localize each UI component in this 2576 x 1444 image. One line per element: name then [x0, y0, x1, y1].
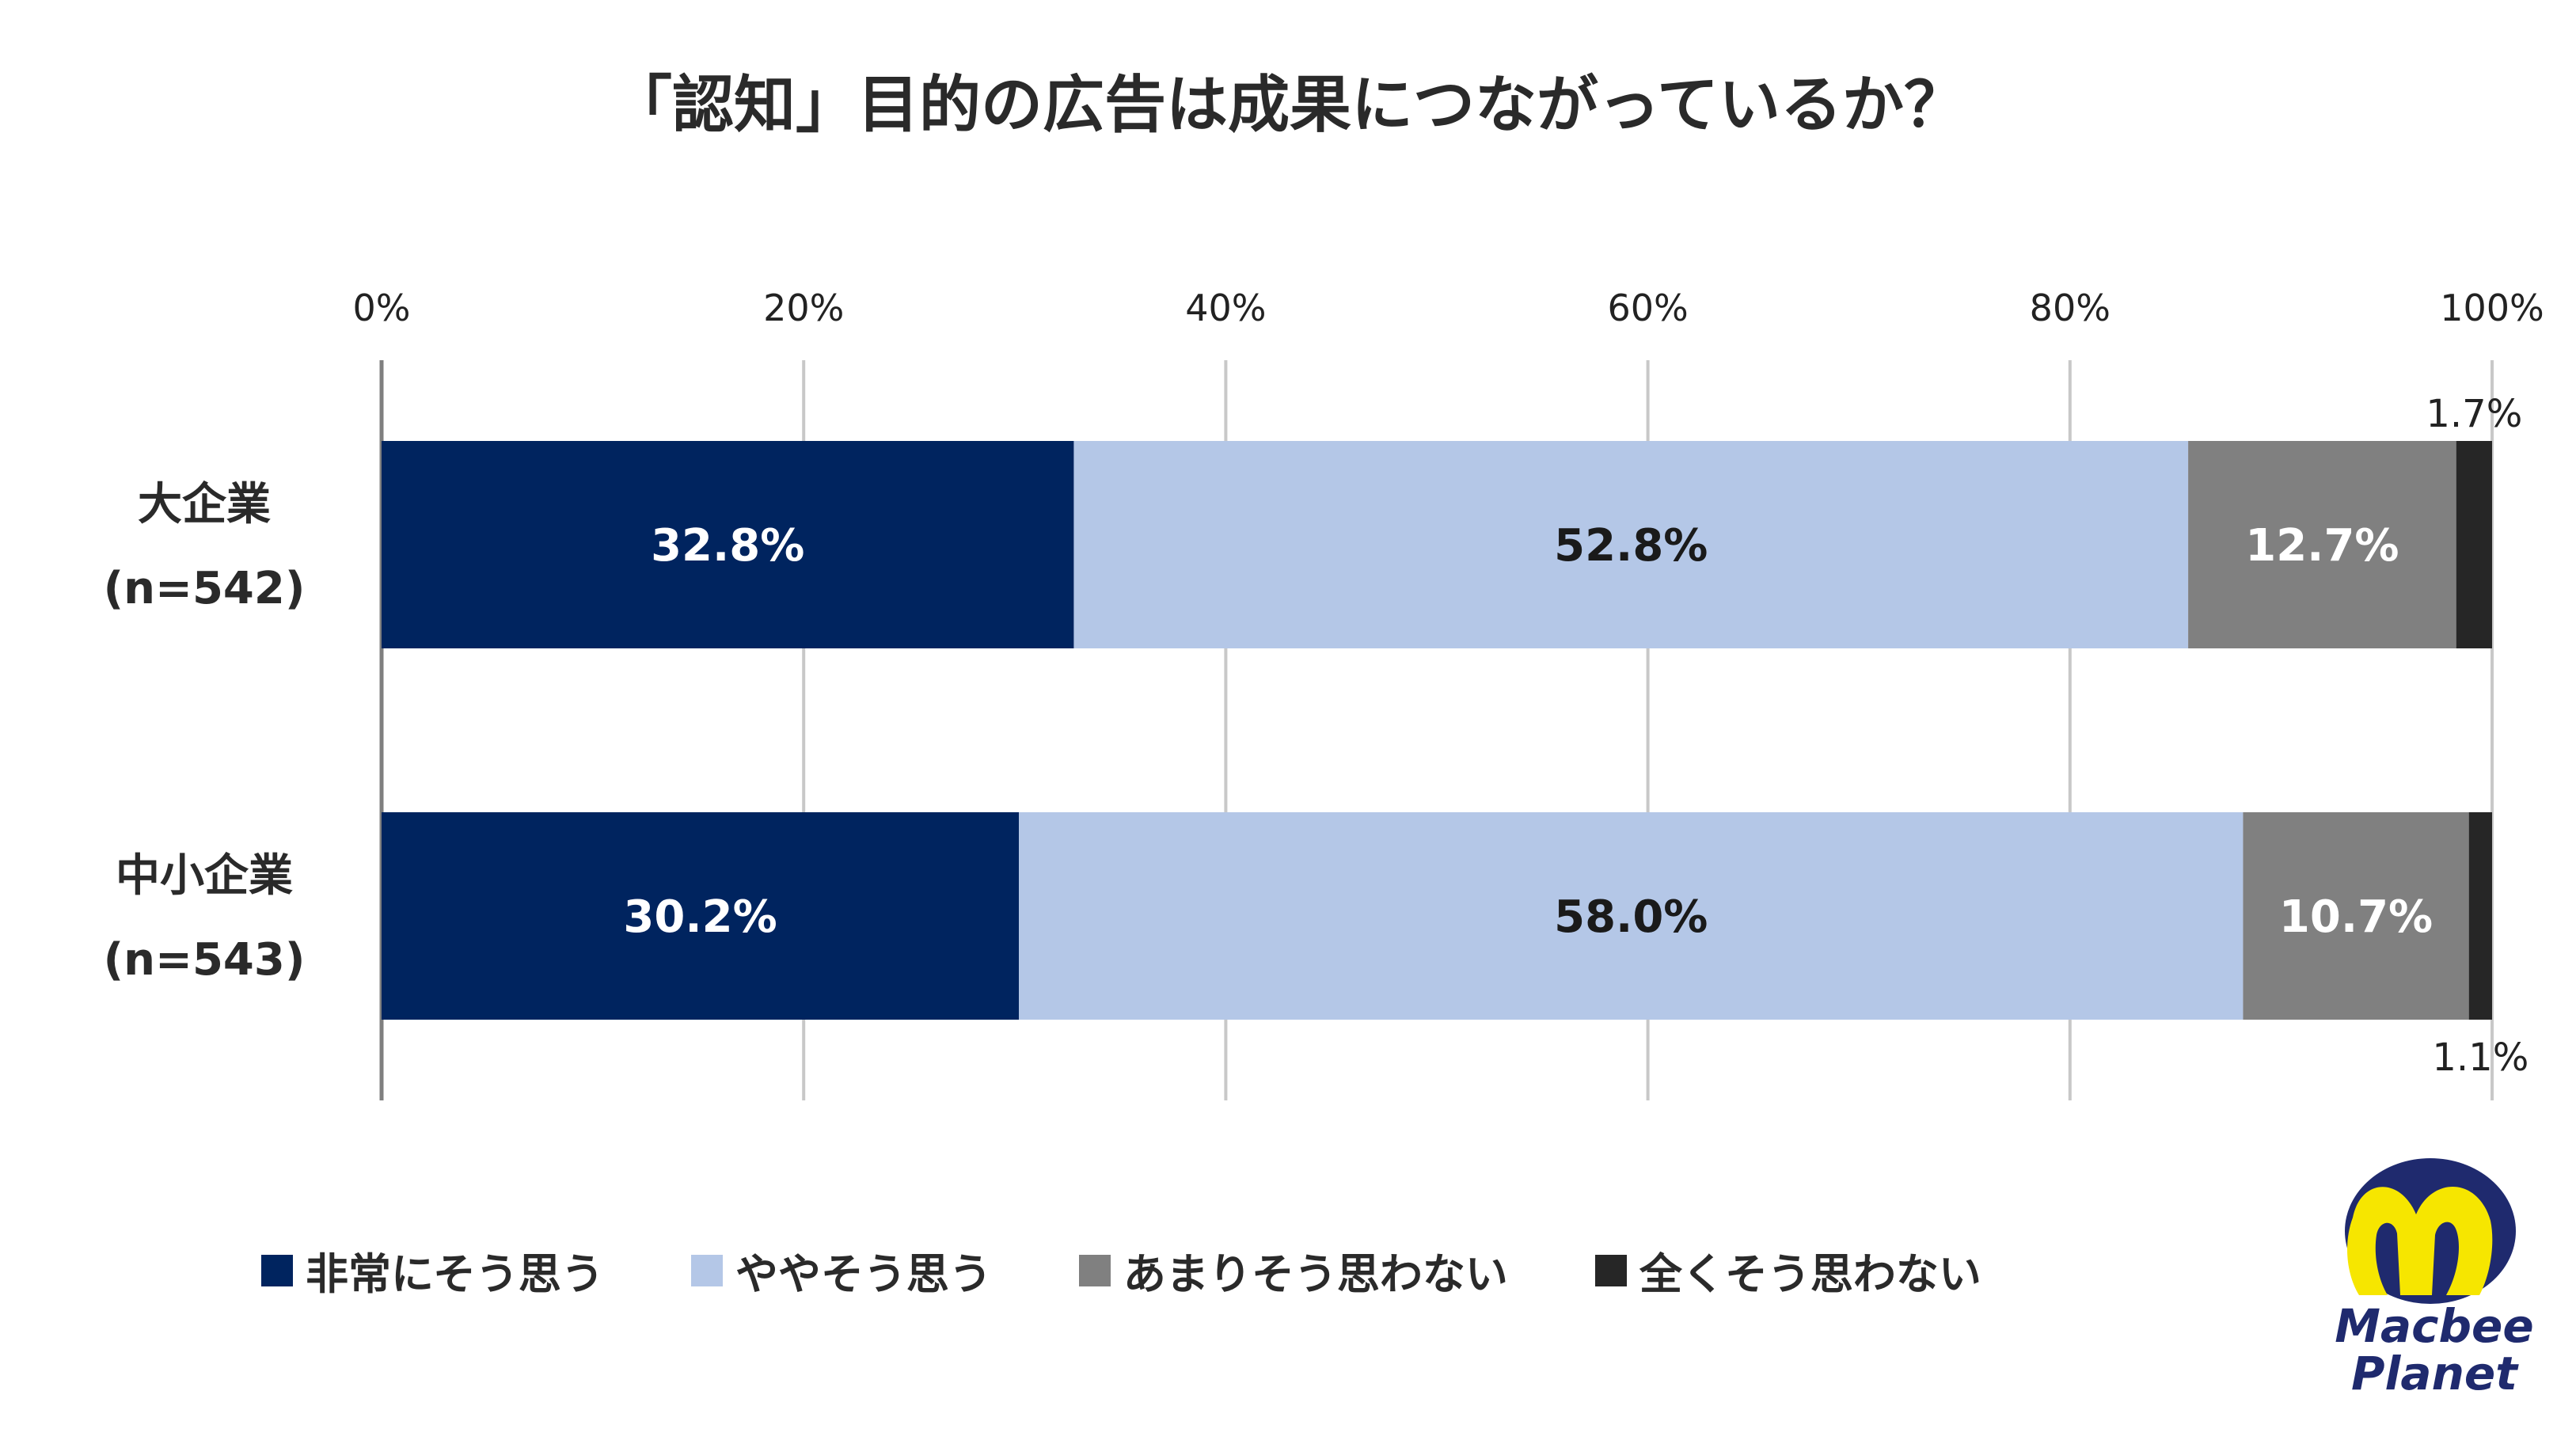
- legend-label: 全くそう思わない: [1639, 1249, 1981, 1299]
- bar-segment: [1019, 812, 2244, 1020]
- macbee-planet-logo: [2345, 1158, 2516, 1304]
- legend-label: ややそう思う: [735, 1249, 992, 1299]
- bar-segment: [382, 812, 1020, 1020]
- chart-title: 「認知」目的の広告は成果につながっているか？: [610, 70, 1966, 141]
- x-tick-label: 0%: [353, 287, 411, 329]
- data-label: 30.2%: [623, 891, 777, 943]
- legend-item: 全くそう思わない: [1594, 1239, 1981, 1302]
- legend-label: 非常にそう思う: [306, 1249, 604, 1299]
- data-label: 12.7%: [2245, 520, 2399, 572]
- data-label: 52.8%: [1554, 520, 1708, 572]
- legend-item: あまりそう思わない: [1078, 1239, 1508, 1302]
- data-label: 58.0%: [1554, 891, 1708, 943]
- legend-label: あまりそう思わない: [1123, 1249, 1508, 1299]
- legend-item: 非常にそう思う: [261, 1239, 604, 1302]
- category-label: (n=543): [104, 934, 306, 986]
- legend: 非常にそう思う ややそう思う あまりそう思わない 全くそう思わない: [261, 1239, 2069, 1302]
- legend-swatch: [1078, 1254, 1111, 1286]
- category-label: 中小企業: [116, 850, 293, 902]
- legend-swatch: [261, 1254, 293, 1286]
- x-tick-label: 60%: [1607, 287, 1688, 329]
- data-label: 32.8%: [651, 520, 804, 572]
- bar-segment: [2243, 812, 2469, 1020]
- x-tick-label: 40%: [1185, 287, 1266, 329]
- data-label: 10.7%: [2279, 891, 2433, 943]
- legend-swatch: [690, 1254, 723, 1286]
- category-label: 大企業: [138, 479, 271, 530]
- bar-segment: [382, 441, 1074, 648]
- data-label: 1.1%: [2432, 1036, 2529, 1080]
- category-label: (n=542): [104, 563, 306, 614]
- bar-segment: [2188, 441, 2456, 648]
- logo-line1: Macbee: [2335, 1299, 2534, 1353]
- legend-swatch: [1594, 1254, 1627, 1286]
- x-tick-label: 100%: [2440, 287, 2544, 329]
- bar-segment: [1073, 441, 2189, 648]
- legend-item: ややそう思う: [690, 1239, 992, 1302]
- x-tick-label: 20%: [763, 287, 844, 329]
- x-tick-label: 80%: [2030, 287, 2111, 329]
- data-label: 1.7%: [2426, 392, 2522, 436]
- logo-line2: Planet: [2351, 1347, 2517, 1400]
- logo-text: Macbee Planet: [2316, 1302, 2553, 1397]
- bar-segment: [2468, 812, 2492, 1020]
- stacked-bar-chart: 0% 20% 40% 60% 80% 100% 大企業 (n=542) 中小企業 (n=543) 3…: [104, 287, 2544, 1100]
- bar-segment: [2456, 441, 2492, 648]
